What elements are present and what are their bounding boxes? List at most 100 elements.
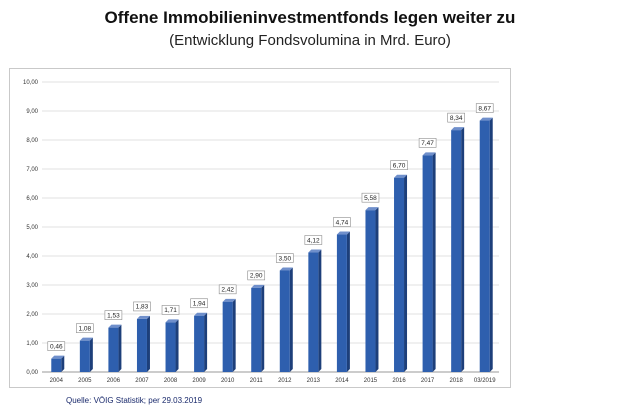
x-tick-label: 2008 (164, 378, 178, 384)
data-label: 1,94 (193, 301, 206, 308)
bar-side (61, 355, 65, 372)
bar (279, 270, 290, 372)
data-label: 1,71 (164, 307, 177, 314)
data-label: 3,50 (278, 255, 291, 262)
data-label: 4,12 (307, 237, 320, 244)
x-tick-label: 2016 (392, 378, 406, 384)
bar-top (108, 324, 122, 328)
bar (165, 322, 176, 372)
data-label-box (47, 341, 66, 351)
bar (79, 340, 90, 372)
data-label-box (333, 217, 351, 227)
bar-top (365, 207, 379, 211)
bar (336, 234, 347, 372)
y-tick-label: 6,00 (26, 196, 38, 202)
x-tick-label: 2014 (335, 378, 349, 384)
bar-top (308, 249, 322, 253)
bar-top (336, 231, 350, 235)
y-tick-label: 2,00 (26, 312, 38, 318)
bar (251, 287, 262, 372)
data-label-box (447, 112, 465, 123)
x-tick-label: 2011 (250, 378, 264, 384)
bar-side (261, 284, 265, 372)
bar-top (394, 174, 408, 178)
data-label: 4,74 (336, 219, 349, 226)
bar-top (165, 319, 179, 323)
bar-top (451, 127, 465, 131)
bar-top (251, 284, 265, 288)
y-tick-label: 3,00 (26, 283, 38, 289)
data-label-box (304, 235, 323, 245)
y-tick-label: 7,00 (26, 167, 38, 173)
data-label-box (133, 301, 151, 312)
bar-side (89, 337, 93, 372)
data-label-box (218, 284, 237, 295)
bar (222, 301, 233, 372)
data-label-box (161, 305, 180, 315)
data-label: 1,83 (136, 304, 149, 311)
y-tick-label: 0,00 (26, 370, 38, 376)
bar-side (146, 315, 150, 372)
x-tick-label: 2012 (278, 378, 292, 384)
bar (451, 130, 462, 372)
bar-top (479, 117, 493, 121)
y-tick-label: 9,00 (26, 109, 38, 115)
bar (108, 327, 119, 372)
x-tick-label: 03/2019 (474, 378, 496, 384)
chart-subtitle: (Entwicklung Fondsvolumina in Mrd. Euro) (169, 32, 451, 49)
x-tick-label: 2010 (221, 378, 235, 384)
data-label: 2,90 (250, 273, 263, 280)
data-label: 5,58 (364, 195, 377, 202)
bar-top (51, 355, 65, 359)
bar (422, 155, 433, 372)
y-tick-label: 4,00 (26, 254, 38, 260)
bar-side (489, 117, 493, 372)
x-tick-label: 2004 (50, 378, 64, 384)
bar-side (375, 207, 379, 372)
data-label-box (418, 138, 437, 148)
bar (136, 318, 147, 372)
data-label: 2,42 (221, 287, 234, 294)
bar-top (194, 312, 208, 316)
x-tick-label: 2017 (421, 378, 435, 384)
data-label-box (275, 253, 294, 263)
bar (365, 210, 376, 372)
data-label-box (247, 270, 266, 281)
bar-side (204, 312, 208, 372)
data-label-box (76, 323, 94, 333)
source-note: Quelle: VÖIG Statistik; per 29.03.2019 (66, 396, 203, 405)
bar-side (404, 174, 408, 372)
bar (308, 252, 319, 372)
bar-side (232, 298, 236, 372)
bar-top (279, 267, 293, 271)
bar-top (79, 337, 93, 341)
data-label-box (361, 192, 380, 203)
data-label: 0,46 (50, 343, 63, 350)
bar (394, 177, 405, 372)
bar-top (222, 298, 236, 302)
x-tick-label: 2006 (107, 378, 121, 384)
y-tick-label: 8,00 (26, 138, 38, 144)
x-tick-label: 2015 (364, 378, 378, 384)
data-label: 1,08 (79, 325, 92, 332)
y-tick-label: 10,00 (23, 80, 39, 86)
bar-chart: 0,00 1,00 2,00 3,00 4,00 5,00 6,00 7,00 8,00 9,00… (23, 80, 499, 384)
x-tick-label: 2018 (449, 378, 463, 384)
y-tick-label: 5,00 (26, 225, 38, 231)
bar-side (461, 127, 465, 372)
data-label-box (104, 310, 123, 320)
y-tick-label: 1,00 (26, 341, 38, 347)
x-tick-label: 2005 (78, 378, 92, 384)
x-tick-label: 2013 (307, 378, 321, 384)
bar (51, 358, 62, 372)
x-tick-label: 2007 (135, 378, 149, 384)
data-label-box (190, 298, 208, 309)
data-label: 6,70 (393, 163, 406, 170)
bar-side (175, 319, 179, 372)
bar-side (289, 267, 293, 372)
data-label: 7,47 (421, 140, 434, 147)
data-label: 8,34 (450, 115, 463, 122)
bar-side (318, 249, 322, 372)
bar-side (346, 231, 350, 372)
chart-title: Offene Immobilieninvestmentfonds legen w… (104, 8, 516, 27)
